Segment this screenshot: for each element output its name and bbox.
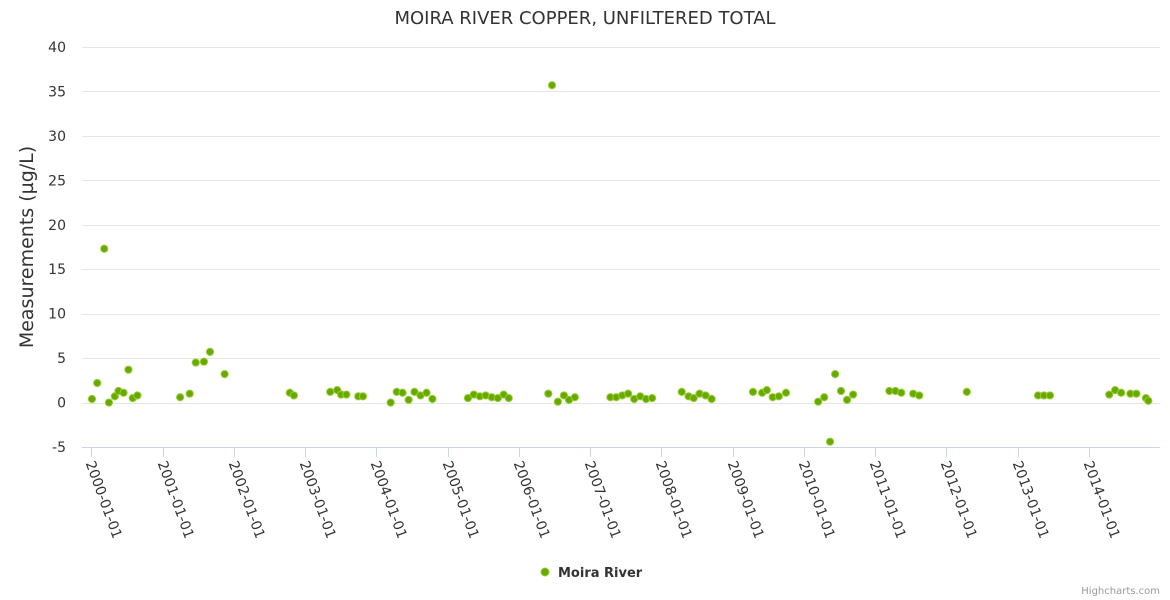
data-point[interactable] <box>191 358 200 367</box>
data-point[interactable] <box>176 393 185 402</box>
x-tick-label: 2005-01-01 <box>439 459 482 541</box>
x-tick-label: 2000-01-01 <box>82 459 125 541</box>
y-tick-label: 15 <box>48 262 66 278</box>
data-point[interactable] <box>422 388 431 397</box>
y-tick-label: 0 <box>57 396 66 412</box>
data-point[interactable] <box>93 378 102 388</box>
data-point[interactable] <box>504 394 513 403</box>
data-point[interactable] <box>100 244 109 253</box>
data-point[interactable] <box>831 370 840 379</box>
data-point[interactable] <box>124 365 133 374</box>
data-point[interactable] <box>553 397 562 406</box>
data-point[interactable] <box>1045 391 1055 400</box>
data-point[interactable] <box>1132 389 1141 398</box>
x-tick-label: 2009-01-01 <box>724 459 767 541</box>
y-tick-label: 30 <box>48 129 66 145</box>
chart-title: MOIRA RIVER COPPER, UNFILTERED TOTAL <box>394 8 775 29</box>
data-point[interactable] <box>570 393 579 402</box>
x-tick-label: 2010-01-01 <box>795 459 838 541</box>
x-tick-label: 2011-01-01 <box>866 459 909 541</box>
legend-item-moira-river[interactable]: Moira River <box>558 566 643 581</box>
x-tick-label: 2004-01-01 <box>367 459 410 541</box>
data-point[interactable] <box>220 370 229 379</box>
y-tick-label: 5 <box>57 351 66 367</box>
data-point[interactable] <box>185 389 194 398</box>
data-point[interactable] <box>404 395 413 404</box>
data-point[interactable] <box>774 392 783 401</box>
data-point[interactable] <box>848 390 858 399</box>
data-point[interactable] <box>836 386 846 396</box>
data-point[interactable] <box>326 387 335 396</box>
data-point[interactable] <box>428 394 437 404</box>
y-axis: -5 0 5 10 15 20 25 30 35 40 <box>48 40 66 456</box>
data-point[interactable] <box>1105 390 1114 399</box>
data-point[interactable] <box>707 394 716 404</box>
data-point[interactable] <box>398 388 407 397</box>
data-point[interactable] <box>1144 396 1153 405</box>
x-tick-label: 2014-01-01 <box>1080 459 1123 541</box>
data-point[interactable] <box>358 392 368 401</box>
legend[interactable]: Moira River <box>540 566 643 581</box>
data-point[interactable] <box>119 388 128 397</box>
y-tick-label: -5 <box>52 440 66 456</box>
credits-link[interactable]: Highcharts.com <box>1081 586 1160 597</box>
x-tick-label: 2007-01-01 <box>581 459 624 541</box>
y-tick-label: 25 <box>48 173 66 189</box>
y-axis-title: Measurements (µg/L) <box>16 146 38 348</box>
data-point[interactable] <box>962 387 971 396</box>
data-point[interactable] <box>342 390 351 399</box>
y-tick-label: 20 <box>48 218 66 234</box>
data-point[interactable] <box>825 437 835 446</box>
data-point[interactable] <box>463 394 473 403</box>
data-point[interactable] <box>199 357 209 366</box>
grid-lines <box>82 47 1160 448</box>
data-point[interactable] <box>689 394 698 403</box>
x-tick-label: 2013-01-01 <box>1009 459 1052 541</box>
data-point[interactable] <box>648 394 657 403</box>
data-point[interactable] <box>915 391 924 400</box>
x-tick-label: 2002-01-01 <box>225 459 268 541</box>
data-point[interactable] <box>762 386 771 395</box>
data-point[interactable] <box>104 398 114 407</box>
x-tick-label: 2012-01-01 <box>937 459 980 541</box>
data-point[interactable] <box>814 397 823 406</box>
data-point[interactable] <box>1117 388 1126 397</box>
x-tick-label: 2003-01-01 <box>296 459 339 541</box>
x-tick-label: 2001-01-01 <box>154 459 197 541</box>
data-point[interactable] <box>386 398 395 407</box>
y-tick-label: 10 <box>48 307 66 323</box>
data-point[interactable] <box>677 387 686 396</box>
data-point[interactable] <box>842 395 852 404</box>
x-tick-label: 2008-01-01 <box>652 459 695 541</box>
data-point[interactable] <box>820 393 829 402</box>
y-tick-label: 35 <box>48 84 66 100</box>
data-point[interactable] <box>547 81 557 90</box>
data-point[interactable] <box>133 391 142 400</box>
data-points <box>87 81 1153 446</box>
data-point[interactable] <box>544 389 553 398</box>
data-point[interactable] <box>897 388 906 397</box>
data-point[interactable] <box>624 389 633 398</box>
data-point[interactable] <box>205 347 215 356</box>
x-tick-label: 2006-01-01 <box>510 459 553 541</box>
data-point[interactable] <box>781 388 791 397</box>
data-point[interactable] <box>87 394 97 404</box>
data-point[interactable] <box>748 387 758 396</box>
legend-marker-icon[interactable] <box>540 567 550 577</box>
data-point[interactable] <box>289 391 298 400</box>
data-point[interactable] <box>701 391 710 400</box>
data-point[interactable] <box>410 387 419 396</box>
x-axis: 2000-01-01 2001-01-01 2002-01-01 2003-01-01… <box>82 447 1160 541</box>
data-point[interactable] <box>493 394 502 403</box>
data-point[interactable] <box>559 391 569 400</box>
y-tick-label: 40 <box>48 40 66 56</box>
